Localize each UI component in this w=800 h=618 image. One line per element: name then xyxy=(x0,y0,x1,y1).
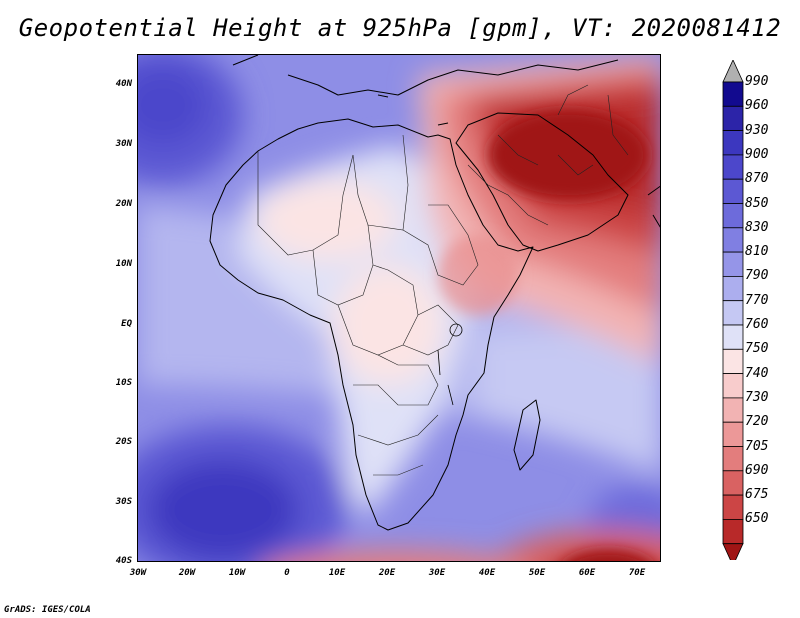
colorbar-under-arrow xyxy=(722,543,744,560)
lat-label-10s: 10S xyxy=(115,378,132,388)
colorbar xyxy=(722,60,744,560)
colorbar-level-label: 930 xyxy=(745,122,769,138)
lon-label-50e: 50E xyxy=(528,568,546,578)
colorbar-level-label: 690 xyxy=(745,462,769,478)
lat-label-40s: 40S xyxy=(115,556,132,566)
colorbar-box xyxy=(722,105,744,131)
colorbar-level-label: 900 xyxy=(745,146,769,162)
colorbar-box xyxy=(722,446,744,472)
colorbar-level-label: 740 xyxy=(745,365,769,381)
lon-label-30e: 30E xyxy=(428,568,446,578)
colorbar-level-label: 675 xyxy=(745,487,769,503)
colorbar-box xyxy=(722,154,744,180)
colorbar-level-label: 810 xyxy=(745,244,769,260)
colorbar-level-label: 990 xyxy=(745,74,769,89)
lon-label-10w: 10W xyxy=(228,568,246,578)
lon-label-10e: 10E xyxy=(328,568,346,578)
lon-label-40e: 40E xyxy=(478,568,496,578)
lon-label-20w: 20W xyxy=(178,568,196,578)
coastlines xyxy=(209,55,660,531)
grads-credit: GrADS: IGES/COLA xyxy=(4,605,91,615)
colorbar-box xyxy=(722,300,744,326)
colorbar-box xyxy=(722,130,744,156)
colorbar-level-label: 830 xyxy=(745,219,769,235)
colorbar-level-label: 650 xyxy=(745,511,769,527)
colorbar-box xyxy=(722,470,744,496)
colorbar-box xyxy=(722,81,744,107)
map-title: Geopotential Height at 925hPa [gpm], VT:… xyxy=(18,14,782,42)
lat-label-30s: 30S xyxy=(115,497,132,507)
colorbar-level-label: 760 xyxy=(745,317,769,332)
lon-label-30w: 30W xyxy=(129,568,147,578)
map-plot-area xyxy=(137,54,661,562)
lon-label-20e: 20E xyxy=(378,568,396,578)
colorbar-level-label: 870 xyxy=(745,171,769,187)
colorbar-level-label: 850 xyxy=(745,195,769,211)
colorbar-level-label: 790 xyxy=(745,268,769,284)
colorbar-box xyxy=(722,227,744,253)
colorbar-box xyxy=(722,421,744,447)
lat-label-40n: 40N xyxy=(115,79,132,89)
colorbar-level-label: 730 xyxy=(745,389,769,405)
colorbar-level-label: 750 xyxy=(745,341,769,357)
lon-label-60e: 60E xyxy=(578,568,596,578)
colorbar-box xyxy=(722,275,744,302)
lon-label-70e: 70E xyxy=(628,568,646,578)
colorbar-box xyxy=(722,348,744,374)
lat-label-30n: 30N xyxy=(115,139,132,149)
lat-label-20n: 20N xyxy=(115,199,132,209)
colorbar-box xyxy=(722,518,744,545)
colorbar-box xyxy=(722,203,744,229)
colorbar-box xyxy=(722,397,744,423)
lon-label-0: 0 xyxy=(284,568,290,578)
colorbar-box xyxy=(722,494,744,520)
country-borders xyxy=(257,84,629,476)
lakes xyxy=(437,323,463,406)
colorbar-level-label: 770 xyxy=(745,292,769,308)
colorbar-box xyxy=(722,324,744,350)
colorbar-level-label: 960 xyxy=(745,98,769,114)
lat-label-eq: EQ xyxy=(121,319,132,329)
colorbar-level-label: 705 xyxy=(745,438,769,454)
lat-label-20s: 20S xyxy=(115,437,132,447)
colorbar-over-arrow xyxy=(722,60,744,83)
colorbar-box xyxy=(722,251,744,277)
colorbar-box xyxy=(722,178,744,204)
colorbar-level-label: 720 xyxy=(745,414,769,430)
height-field-map xyxy=(138,55,660,561)
colorbar-box xyxy=(722,373,744,399)
lat-label-10n: 10N xyxy=(115,259,132,269)
